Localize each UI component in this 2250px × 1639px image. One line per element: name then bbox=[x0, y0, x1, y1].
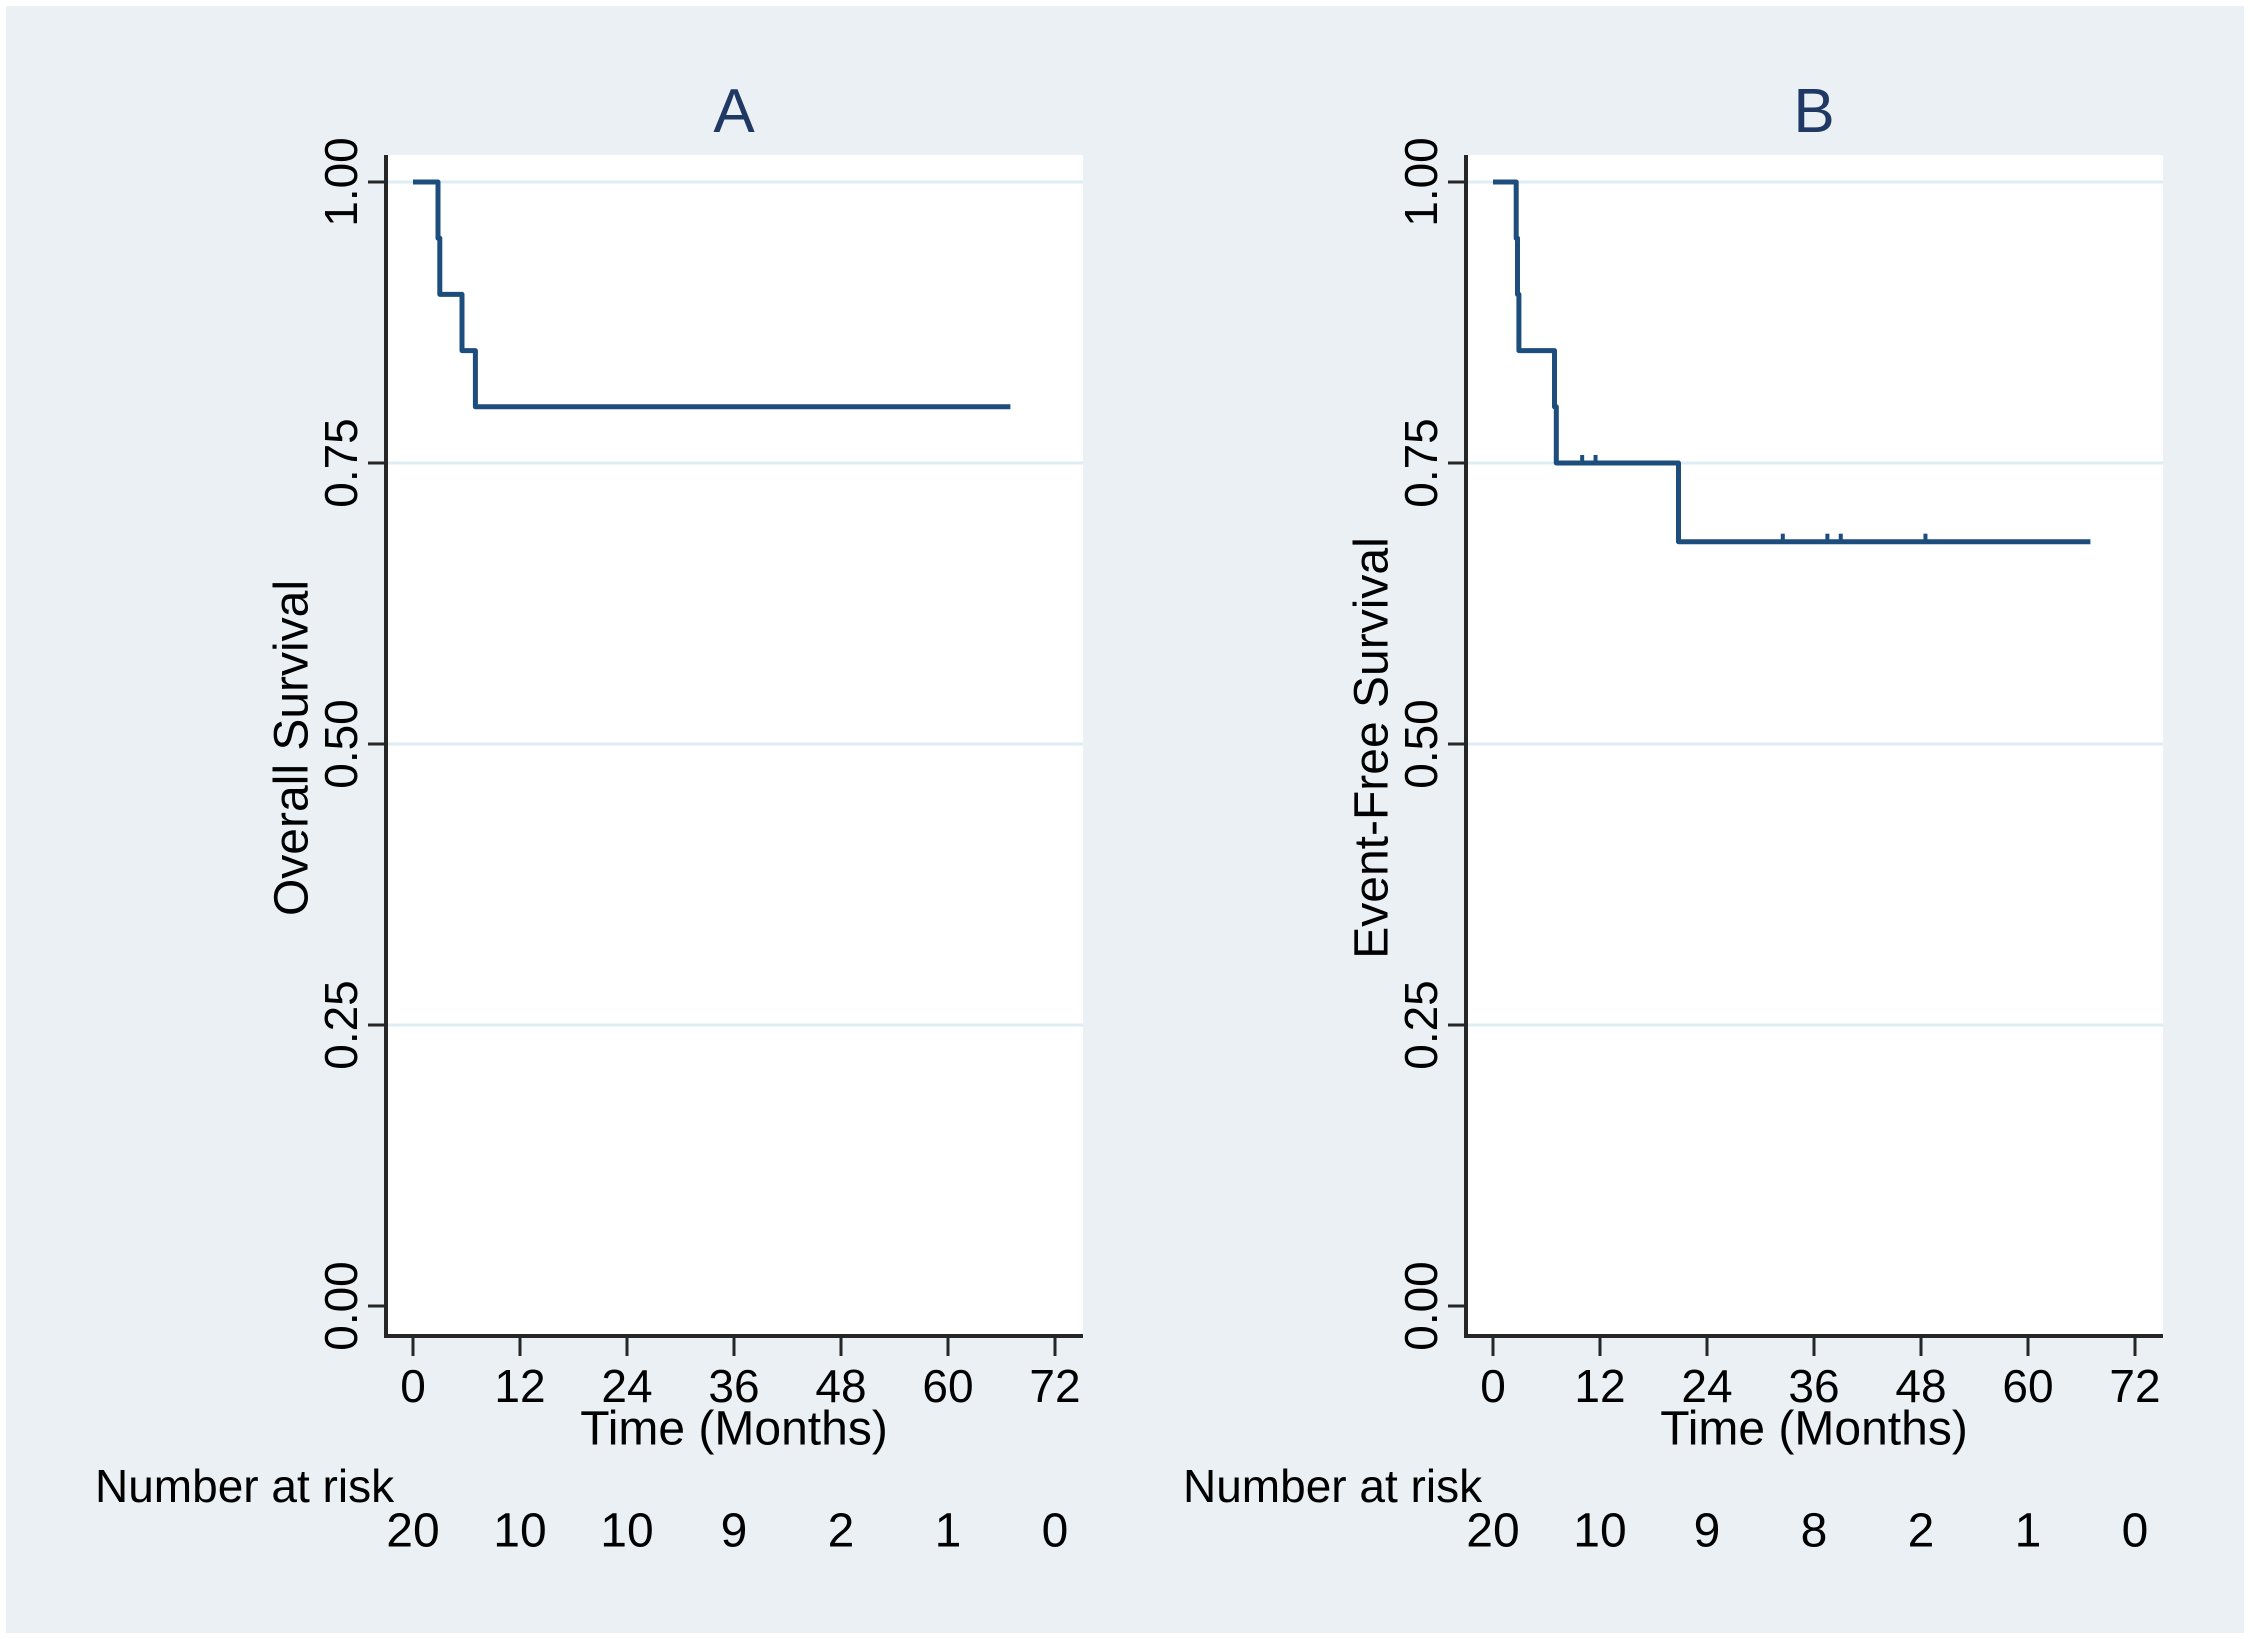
panel-a-number-at-risk-label: Number at risk bbox=[95, 1460, 395, 1512]
panel-b-risk-count: 1 bbox=[2014, 1504, 2042, 1558]
panel-a-x-tick-label: 24 bbox=[601, 1360, 653, 1412]
panel-a-x-axis-title: Time (Months) bbox=[580, 1402, 888, 1456]
panel-b-x-tick-label: 12 bbox=[1574, 1360, 1626, 1412]
panel-a-x-tick-label: 36 bbox=[708, 1360, 760, 1412]
panel-b-x-tick-label: 36 bbox=[1788, 1360, 1840, 1412]
panel-a-x-tick-label: 72 bbox=[1029, 1360, 1081, 1412]
panel-a-risk-count: 9 bbox=[720, 1504, 748, 1558]
panel-a-risk-count: 1 bbox=[934, 1504, 962, 1558]
panel-b-x-tick-label: 48 bbox=[1895, 1360, 1947, 1412]
panel-a-y-tick-label: 0.75 bbox=[315, 418, 367, 508]
panel-a-y-axis-title: Overall Survival bbox=[265, 579, 319, 917]
panel-b-survival-curve bbox=[1493, 179, 2091, 545]
panel-a-risk-count: 2 bbox=[827, 1504, 855, 1558]
panel-a-y-tick-label: 0.50 bbox=[315, 699, 367, 789]
panel-b-x-tick-label: 24 bbox=[1681, 1360, 1733, 1412]
panel-b-x-tick-label: 0 bbox=[1480, 1360, 1506, 1412]
panel-b-y-axis-title: Event-Free Survival bbox=[1345, 537, 1399, 959]
panel-a-title: A bbox=[713, 77, 755, 146]
panel-b-x-axis-title: Time (Months) bbox=[1660, 1402, 1968, 1456]
panel-a-risk-count: 0 bbox=[1041, 1504, 1069, 1558]
panel-b-risk-count: 10 bbox=[1573, 1504, 1627, 1558]
panel-a-risk-count: 10 bbox=[493, 1504, 547, 1558]
panel-a-x-tick-label: 60 bbox=[922, 1360, 974, 1412]
panel-a-x-tick-label: 12 bbox=[494, 1360, 546, 1412]
panel-b-x-tick-label: 72 bbox=[2109, 1360, 2161, 1412]
panel-a-y-tick-label: 0.25 bbox=[315, 980, 367, 1070]
panel-a-survival-curve bbox=[413, 179, 1011, 410]
panel-b-risk-count: 8 bbox=[1800, 1504, 1828, 1558]
panel-b-y-tick-label: 0.00 bbox=[1395, 1261, 1447, 1351]
panel-b-y-tick-label: 0.25 bbox=[1395, 980, 1447, 1070]
panel-a-y-tick-label: 0.00 bbox=[315, 1261, 367, 1351]
panel-b-x-tick-label: 60 bbox=[2002, 1360, 2054, 1412]
panel-b-risk-count: 2 bbox=[1907, 1504, 1935, 1558]
panel-a-risk-count: 10 bbox=[600, 1504, 654, 1558]
panel-a-risk-count: 20 bbox=[386, 1504, 440, 1558]
panel-b-risk-count: 20 bbox=[1466, 1504, 1520, 1558]
panel-b-y-tick-label: 0.75 bbox=[1395, 418, 1447, 508]
panel-b-risk-count: 0 bbox=[2121, 1504, 2149, 1558]
panel-a-x-tick-label: 48 bbox=[815, 1360, 867, 1412]
panel-b-risk-count: 9 bbox=[1693, 1504, 1721, 1558]
panel-b-y-tick-label: 0.50 bbox=[1395, 699, 1447, 789]
panel-b-y-tick-label: 1.00 bbox=[1395, 137, 1447, 227]
panel-b-title: B bbox=[1793, 77, 1835, 146]
panel-a-x-tick-label: 0 bbox=[400, 1360, 426, 1412]
panel-b-number-at-risk-label: Number at risk bbox=[1183, 1460, 1483, 1512]
panel-a-y-tick-label: 1.00 bbox=[315, 137, 367, 227]
